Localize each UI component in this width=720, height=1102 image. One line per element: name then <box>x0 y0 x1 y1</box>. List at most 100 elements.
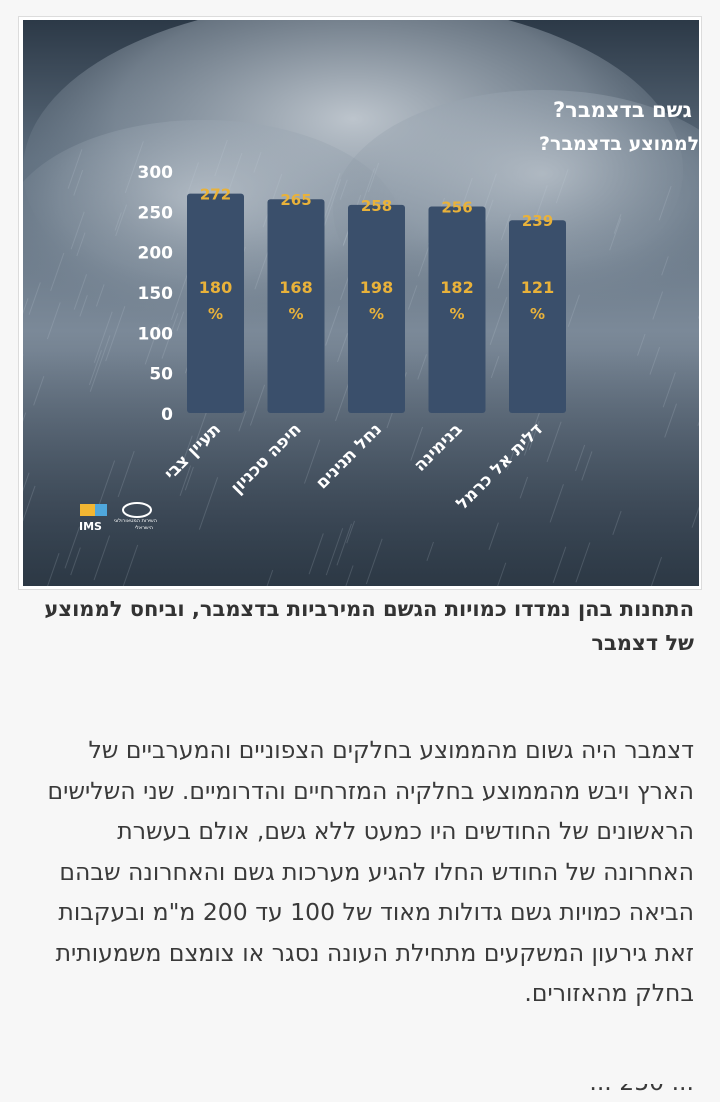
rain-streak <box>497 263 508 289</box>
rain-streak <box>198 477 219 530</box>
rain-streak <box>76 232 86 257</box>
article-next-line-text: ... 250 ... <box>589 1084 694 1096</box>
meteo-service-name: השירות המטאורולוגי <box>114 518 157 524</box>
rain-streak <box>73 274 88 310</box>
rain-streak <box>337 333 348 363</box>
rain-streak <box>23 412 27 422</box>
rain-streak <box>575 444 586 472</box>
rain-streak <box>124 141 144 194</box>
chart-subtitle: וכמה זה ביחס לממוצע בדצמבר? <box>539 133 699 155</box>
ims-logo: IMS השירות המטאורולוגי הישראלי <box>79 502 157 533</box>
rain-streak <box>88 350 102 386</box>
rain-streak <box>23 298 29 315</box>
rain-streak <box>194 410 208 447</box>
rain-streak <box>612 510 622 536</box>
rain-streak <box>613 214 622 234</box>
rain-streak <box>79 294 88 317</box>
bar <box>348 204 405 413</box>
bar-value-label: 272 <box>200 186 231 204</box>
percent-sign: % <box>449 305 464 323</box>
rain-streak <box>93 311 113 363</box>
rain-streak <box>93 535 111 581</box>
rain-streak <box>658 185 672 221</box>
percent-of-average-label: 121 <box>521 278 554 297</box>
rain-streak <box>161 312 179 359</box>
percent-sign: % <box>288 305 303 323</box>
meteo-service-name: הישראלי <box>135 525 153 531</box>
rain-streak <box>546 421 562 463</box>
percent-sign: % <box>530 305 545 323</box>
meteo-service-logo-icon <box>122 502 152 518</box>
rain-streak <box>652 291 664 320</box>
rain-streak <box>73 169 84 196</box>
percent-of-average-label: 198 <box>360 278 393 297</box>
rain-streak <box>47 553 60 586</box>
bar <box>187 193 244 413</box>
rain-streak <box>23 472 30 492</box>
rain-streak <box>46 302 61 340</box>
chart-title: איפה ירד הכי הרבה גשם בדצמבר? <box>553 98 699 122</box>
rain-streak <box>637 333 646 356</box>
rain-streak <box>489 297 508 345</box>
rain-streak <box>122 544 139 586</box>
rain-streak <box>575 542 591 583</box>
rain-streak <box>28 282 41 315</box>
bar-value-label: 256 <box>441 198 472 216</box>
rain-streak <box>325 305 340 346</box>
rain-streak <box>482 173 497 212</box>
rain-streak <box>67 149 83 189</box>
y-tick-label: 250 <box>138 203 174 223</box>
rain-streak <box>336 523 352 566</box>
rain-streak <box>183 435 193 461</box>
rain-streak <box>488 522 499 550</box>
y-tick-label: 300 <box>138 163 174 183</box>
rain-streak <box>497 562 507 586</box>
rain-streak <box>105 306 126 362</box>
rain-streak <box>490 356 500 379</box>
rain-streak <box>581 451 593 481</box>
rain-streak <box>170 270 190 321</box>
rain-streak <box>95 284 105 307</box>
rain-streak <box>179 465 192 496</box>
figure-caption: התחנות בהן נמדדו כמויות הגשם המירביות בד… <box>44 597 694 655</box>
rainfall-chart-image: איפה ירד הכי הרבה גשם בדצמבר? וכמה זה בי… <box>23 20 699 586</box>
rain-streak <box>407 285 418 310</box>
rain-streak <box>346 520 355 544</box>
rain-streak <box>249 384 266 426</box>
bars: 272 180% 265 168% 258 198% 256 182% 239 121% <box>187 186 566 413</box>
rain-streak <box>691 506 699 528</box>
percent-of-average-label: 180 <box>199 278 232 297</box>
rain-streak <box>238 410 247 432</box>
rain-streak <box>528 421 540 451</box>
rain-streak <box>417 354 427 380</box>
rain-streak <box>650 556 663 586</box>
percent-of-average-label: 182 <box>440 278 473 297</box>
rain-streak <box>500 214 511 241</box>
rain-streak <box>609 218 622 251</box>
y-tick-label: 100 <box>138 324 174 344</box>
rain-streak <box>184 466 194 491</box>
rain-streak <box>70 211 85 250</box>
bar <box>509 220 566 413</box>
rain-streak <box>459 177 473 213</box>
rain-streak <box>64 526 81 569</box>
rain-streak <box>114 212 122 231</box>
rain-streak <box>325 528 344 576</box>
rain-streak <box>410 426 424 461</box>
rainfall-bar-chart: איפה ירד הכי הרבה גשם בדצמבר? וכמה זה בי… <box>23 20 699 586</box>
rain-streak <box>253 151 262 173</box>
rain-streak <box>214 139 228 177</box>
article-paragraph: דצמבר היה גשום מהממוצע בחלקים הצפוניים ו… <box>47 736 694 1007</box>
rain-streak <box>304 439 321 484</box>
rain-streak <box>365 538 383 585</box>
bar <box>267 199 325 413</box>
rain-streak <box>23 485 36 522</box>
rain-streak <box>186 162 199 195</box>
rain-streak <box>549 484 564 523</box>
cloud <box>333 90 699 330</box>
rain-streak <box>144 324 160 365</box>
rain-streak <box>426 541 434 561</box>
rain-streak <box>95 460 116 513</box>
rain-streak <box>89 335 111 392</box>
y-tick-label: 50 <box>149 365 173 385</box>
